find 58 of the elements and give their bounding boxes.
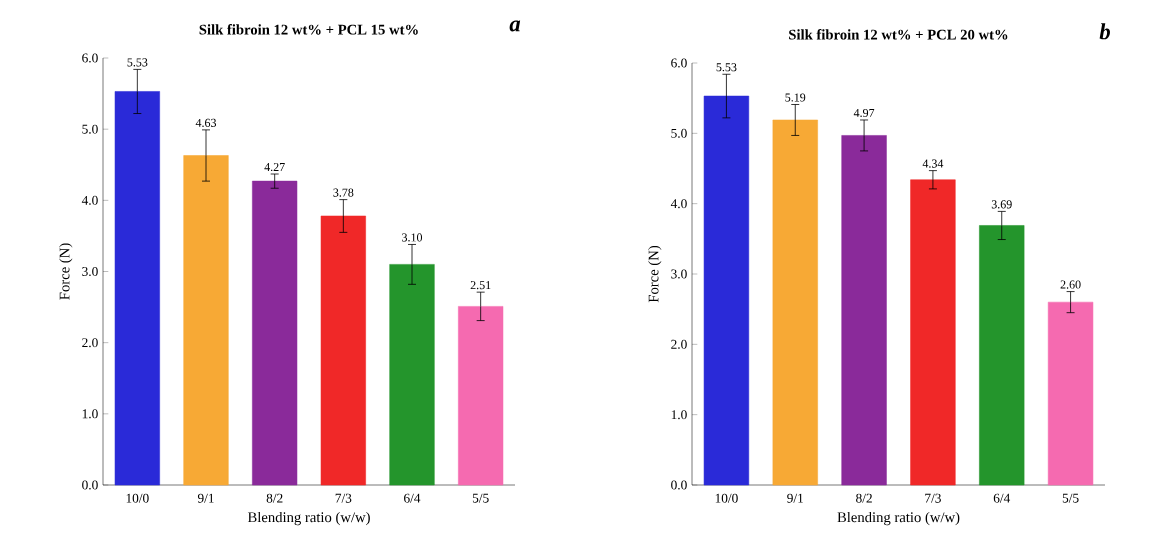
x-tick-label: 7/3 (335, 493, 352, 503)
data-label: 3.69 (991, 200, 1012, 209)
bar (183, 155, 229, 486)
y-tick-label: 0.0 (671, 480, 687, 490)
bar (320, 215, 366, 486)
chart-title: Silk fibroin 12 wt% + PCL 15 wt% (199, 24, 418, 35)
y-tick-label: 6.0 (82, 53, 98, 63)
x-tick-label: 10/0 (126, 493, 149, 503)
bar (703, 95, 750, 486)
y-tick-label: 5.0 (671, 128, 687, 138)
chart-title: Silk fibroin 12 wt% + PCL 20 wt% (789, 29, 1008, 40)
bar (841, 135, 887, 486)
bar (114, 91, 160, 486)
x-axis-title: Blending ratio (w/w) (247, 511, 370, 526)
y-tick-label: 5.0 (82, 124, 98, 134)
data-label: 2.51 (470, 281, 491, 290)
text: a (509, 20, 521, 32)
data-label: 5.53 (716, 63, 737, 72)
data-label: 4.34 (922, 159, 944, 168)
y-tick-label: 0.0 (82, 480, 98, 490)
y-axis-title: Force (N) (59, 243, 73, 300)
x-tick-label: 6/4 (404, 493, 421, 503)
data-label: 3.10 (402, 233, 423, 242)
data-label: 5.53 (127, 58, 148, 67)
data-label: 4.63 (195, 118, 217, 127)
y-tick-label: 6.0 (671, 58, 687, 68)
y-tick-label: 3.0 (671, 269, 687, 279)
bar (458, 306, 504, 486)
data-label: 4.27 (264, 162, 285, 172)
y-axis-title: Force (N) (648, 245, 662, 303)
data-label: 2.60 (1060, 280, 1081, 289)
y-tick-label: 3.0 (82, 266, 98, 277)
y-tick-label: 2.0 (671, 339, 687, 349)
x-tick-label: 5/5 (1062, 493, 1079, 503)
x-tick-label: 5/5 (472, 493, 489, 503)
bar (910, 179, 956, 486)
x-tick-label: 6/4 (993, 493, 1011, 503)
bar (252, 180, 298, 486)
bar (389, 264, 435, 486)
data-label: 5.19 (785, 93, 806, 102)
x-tick-label: 7/3 (925, 493, 941, 503)
bar (1047, 301, 1094, 486)
x-tick-label: 8/2 (856, 493, 872, 503)
x-tick-label: 10/0 (715, 493, 738, 503)
x-tick-label: 8/2 (266, 493, 283, 503)
data-label: 3.78 (333, 188, 354, 197)
bar (979, 225, 1025, 486)
data-label: 4.97 (853, 108, 875, 118)
x-tick-label: 9/1 (787, 493, 803, 503)
bar (772, 119, 818, 486)
text: b (1099, 23, 1110, 40)
y-tick-label: 1.0 (82, 409, 98, 419)
x-axis-title: Blending ratio (w/w) (837, 511, 960, 526)
y-tick-label: 2.0 (82, 338, 98, 348)
x-tick-label: 9/1 (197, 493, 214, 503)
y-tick-label: 1.0 (671, 410, 687, 420)
y-tick-label: 4.0 (81, 195, 98, 205)
y-tick-label: 4.0 (670, 199, 687, 209)
